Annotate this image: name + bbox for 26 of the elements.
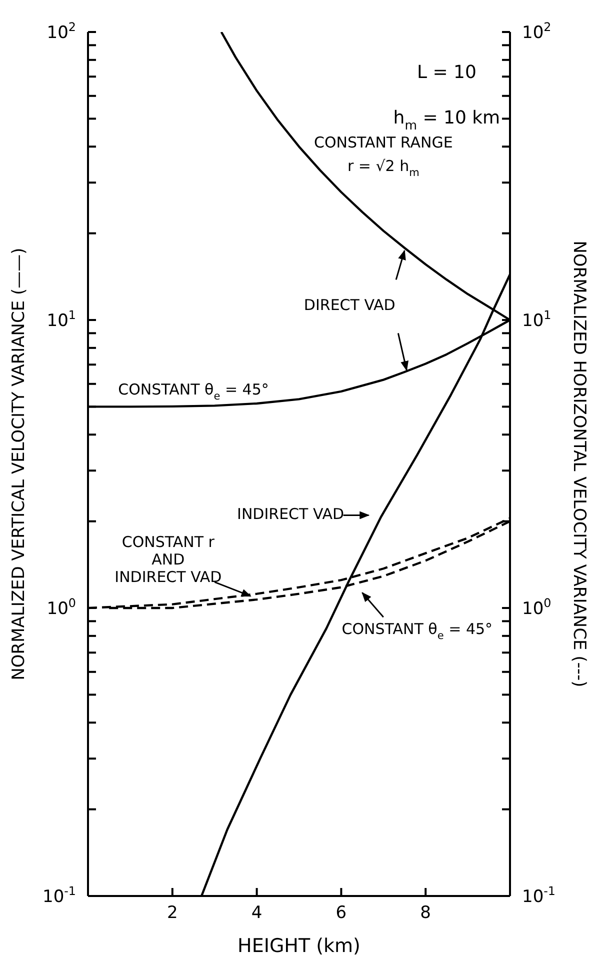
y-tick-label: 10$^{-1}$ (42, 884, 76, 907)
x-axis-title: HEIGHT (km) (238, 935, 360, 957)
x-tick-label: 8 (420, 903, 432, 923)
annotation: CONSTANT θ$_{e}$ = 45° (342, 620, 493, 642)
annotation: CONSTANT r (122, 533, 216, 552)
x-tick-label: 2 (166, 903, 178, 923)
text: 10$^{0}$ (522, 596, 552, 619)
text: 10$^{2}$ (522, 20, 552, 43)
annotation: INDIRECT VAD (237, 505, 344, 524)
annotation: DIRECT VAD (304, 296, 396, 314)
x-tick-label: 6 (336, 903, 347, 923)
annotation: CONSTANT θ$_{e}$ = 45° (118, 380, 269, 402)
y-tick-label: 10$^{1}$ (46, 308, 76, 331)
y-axis-title: NORMALIZED VERTICAL VELOCITY VARIANCE (——) (9, 248, 30, 680)
annotation: h$_{m}$ = 10 km (393, 108, 500, 133)
text: 10$^{1}$ (522, 308, 552, 331)
annotation: L = 10 (416, 62, 476, 84)
text: 10$^{-1}$ (522, 884, 556, 907)
annotation: AND (152, 550, 185, 569)
y-tick-label: 10$^{2}$ (46, 20, 76, 43)
annotation: r = √2 h$_{m}$ (347, 157, 420, 179)
y-tick-label: 10$^{0}$ (46, 596, 76, 619)
y2-axis-title: NORMALIZED HORIZONTAL VELOCITY VARIANCE (---) (568, 240, 589, 688)
annotation: CONSTANT RANGE (314, 134, 453, 152)
annotation: INDIRECT VAD (114, 568, 222, 586)
x-tick-label: 4 (251, 903, 262, 923)
